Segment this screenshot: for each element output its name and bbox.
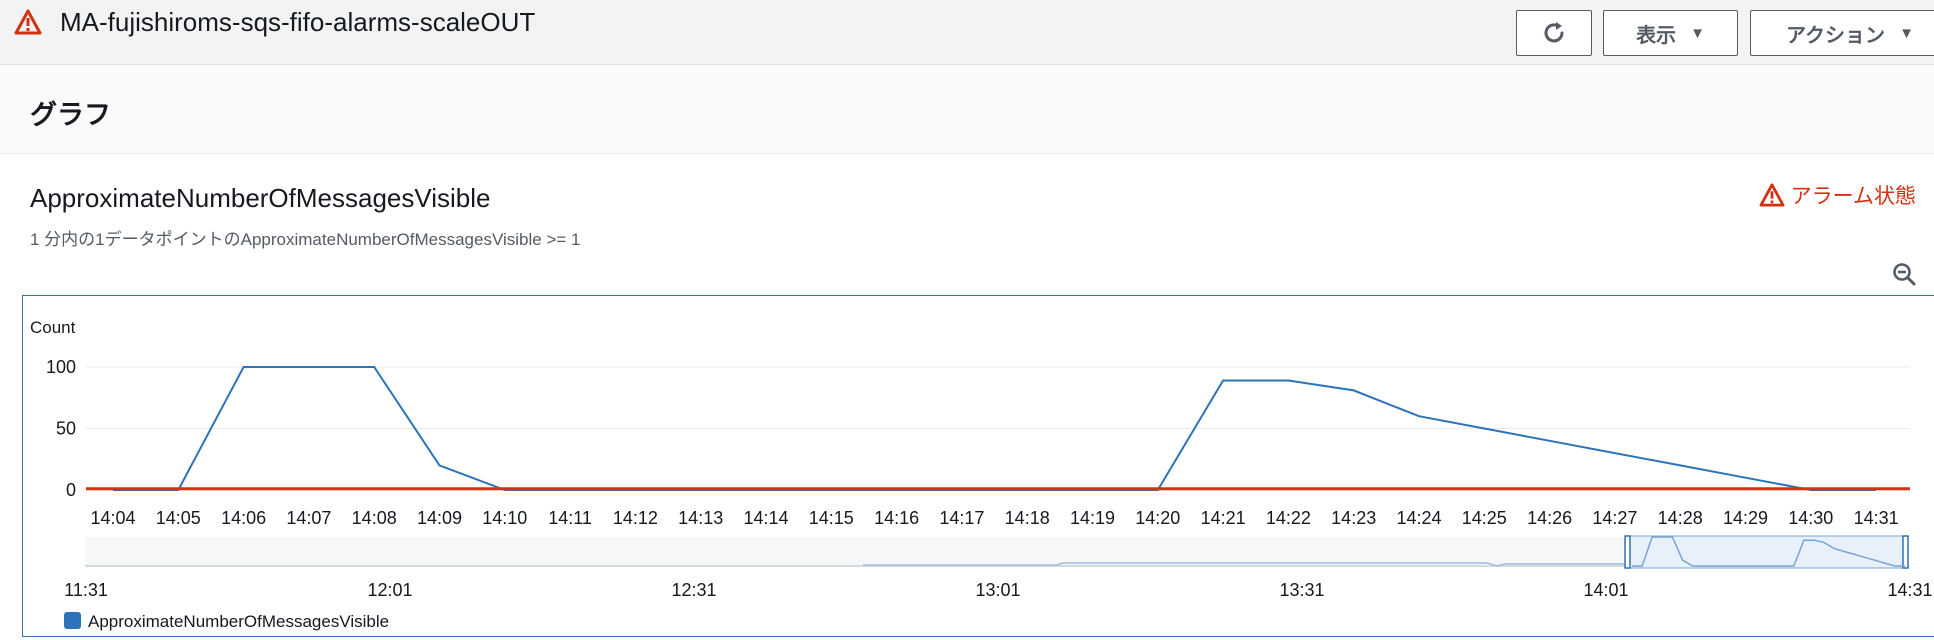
y-axis-ticks: 0 50 100 [46,357,76,500]
overview-selection[interactable] [1626,535,1909,569]
y-tick-label: 0 [66,480,76,500]
warning-icon [14,9,42,35]
view-button-label: 表示 [1636,24,1677,47]
overview-tick-label: 14:01 [1583,580,1628,600]
x-tick-label: 14:29 [1723,508,1768,528]
x-tick-label: 14:18 [1005,508,1050,528]
x-tick-label: 14:27 [1592,508,1637,528]
x-tick-label: 14:15 [809,508,854,528]
alarm-state-label: アラーム状態 [1790,185,1916,208]
x-tick-label: 14:07 [286,508,331,528]
x-tick-label: 14:25 [1462,508,1507,528]
overview-tick-label: 13:31 [1279,580,1324,600]
warning-icon [1759,183,1785,207]
overview-tick-label: 12:01 [367,580,412,600]
x-tick-label: 14:21 [1201,508,1246,528]
zoom-out-icon[interactable] [1892,262,1916,286]
chart-frame [22,295,1934,637]
y-axis-label: Count [30,318,76,337]
y-tick-label: 100 [46,357,76,377]
x-tick-label: 14:12 [613,508,658,528]
overview-tick-label: 14:31 [1887,580,1932,600]
alarm-name: MA-fujishiroms-sqs-fifo-alarms-scaleOUT [60,6,536,37]
x-tick-label: 14:13 [678,508,723,528]
x-tick-label: 14:30 [1788,508,1833,528]
x-tick-label: 14:26 [1527,508,1572,528]
overview-mini-line [1632,536,1905,567]
actions-dropdown-button[interactable]: アクション ▼ [1750,10,1934,56]
x-tick-label: 14:28 [1658,508,1703,528]
alarm-condition: 1 分内の1データポイントのApproximateNumberOfMessage… [30,230,581,249]
x-tick-label: 14:20 [1135,508,1180,528]
x-tick-label: 14:24 [1396,508,1441,528]
overview-track[interactable] [85,537,1909,567]
x-tick-label: 14:11 [548,508,592,528]
x-tick-label: 14:16 [874,508,919,528]
caret-down-icon: ▼ [1690,24,1705,42]
legend-swatch [64,612,81,629]
overview-history-line [863,562,1633,567]
x-tick-label: 14:22 [1266,508,1311,528]
overview-handle-right[interactable] [1902,535,1909,569]
x-tick-label: 14:04 [90,508,135,528]
overview-handle-left[interactable] [1624,535,1631,569]
x-tick-label: 14:19 [1070,508,1115,528]
x-tick-label: 14:23 [1331,508,1376,528]
x-tick-label: 14:09 [417,508,462,528]
metric-title: ApproximateNumberOfMessagesVisible [30,183,491,213]
x-axis-ticks: 14:04 14:05 14:06 14:07 14:08 14:09 14:10 14:11… [90,508,1898,528]
alarm-state-badge: アラーム状態 [1759,180,1916,210]
overview-tick-label: 13:01 [975,580,1020,600]
y-tick-label: 50 [56,419,76,439]
view-dropdown-button[interactable]: 表示 ▼ [1603,10,1738,56]
overview-tick-label: 12:31 [671,580,716,600]
x-tick-label: 14:31 [1854,508,1899,528]
legend-label[interactable]: ApproximateNumberOfMessagesVisible [88,612,389,631]
x-tick-label: 14:05 [156,508,201,528]
alarm-title: MA-fujishiroms-sqs-fifo-alarms-scaleOUT [14,4,535,40]
caret-down-icon: ▼ [1899,24,1914,42]
refresh-icon [1544,22,1564,43]
alarm-header: MA-fujishiroms-sqs-fifo-alarms-scaleOUT … [0,0,1934,65]
overview-x-axis-ticks: 11:31 12:01 12:31 13:01 13:31 14:01 14:31 [64,580,1932,600]
refresh-button[interactable] [1516,10,1592,56]
x-tick-label: 14:10 [482,508,527,528]
section-title: グラフ [30,100,111,130]
gridlines [86,366,1910,491]
x-tick-label: 14:08 [352,508,397,528]
x-tick-label: 14:17 [939,508,984,528]
actions-button-label: アクション [1786,24,1886,47]
x-tick-label: 14:14 [743,508,788,528]
overview-tick-label: 11:31 [64,580,108,600]
graph-section-header: グラフ [0,65,1934,154]
x-tick-label: 14:06 [221,508,266,528]
